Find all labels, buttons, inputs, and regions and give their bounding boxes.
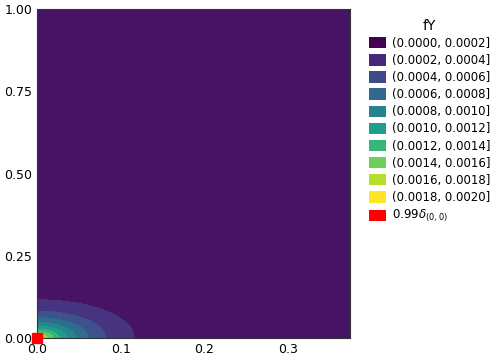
Legend: (0.0000, 0.0002], (0.0002, 0.0004], (0.0004, 0.0006], (0.0006, 0.0008], (0.0008,: (0.0000, 0.0002], (0.0002, 0.0004], (0.0… [366,15,494,228]
